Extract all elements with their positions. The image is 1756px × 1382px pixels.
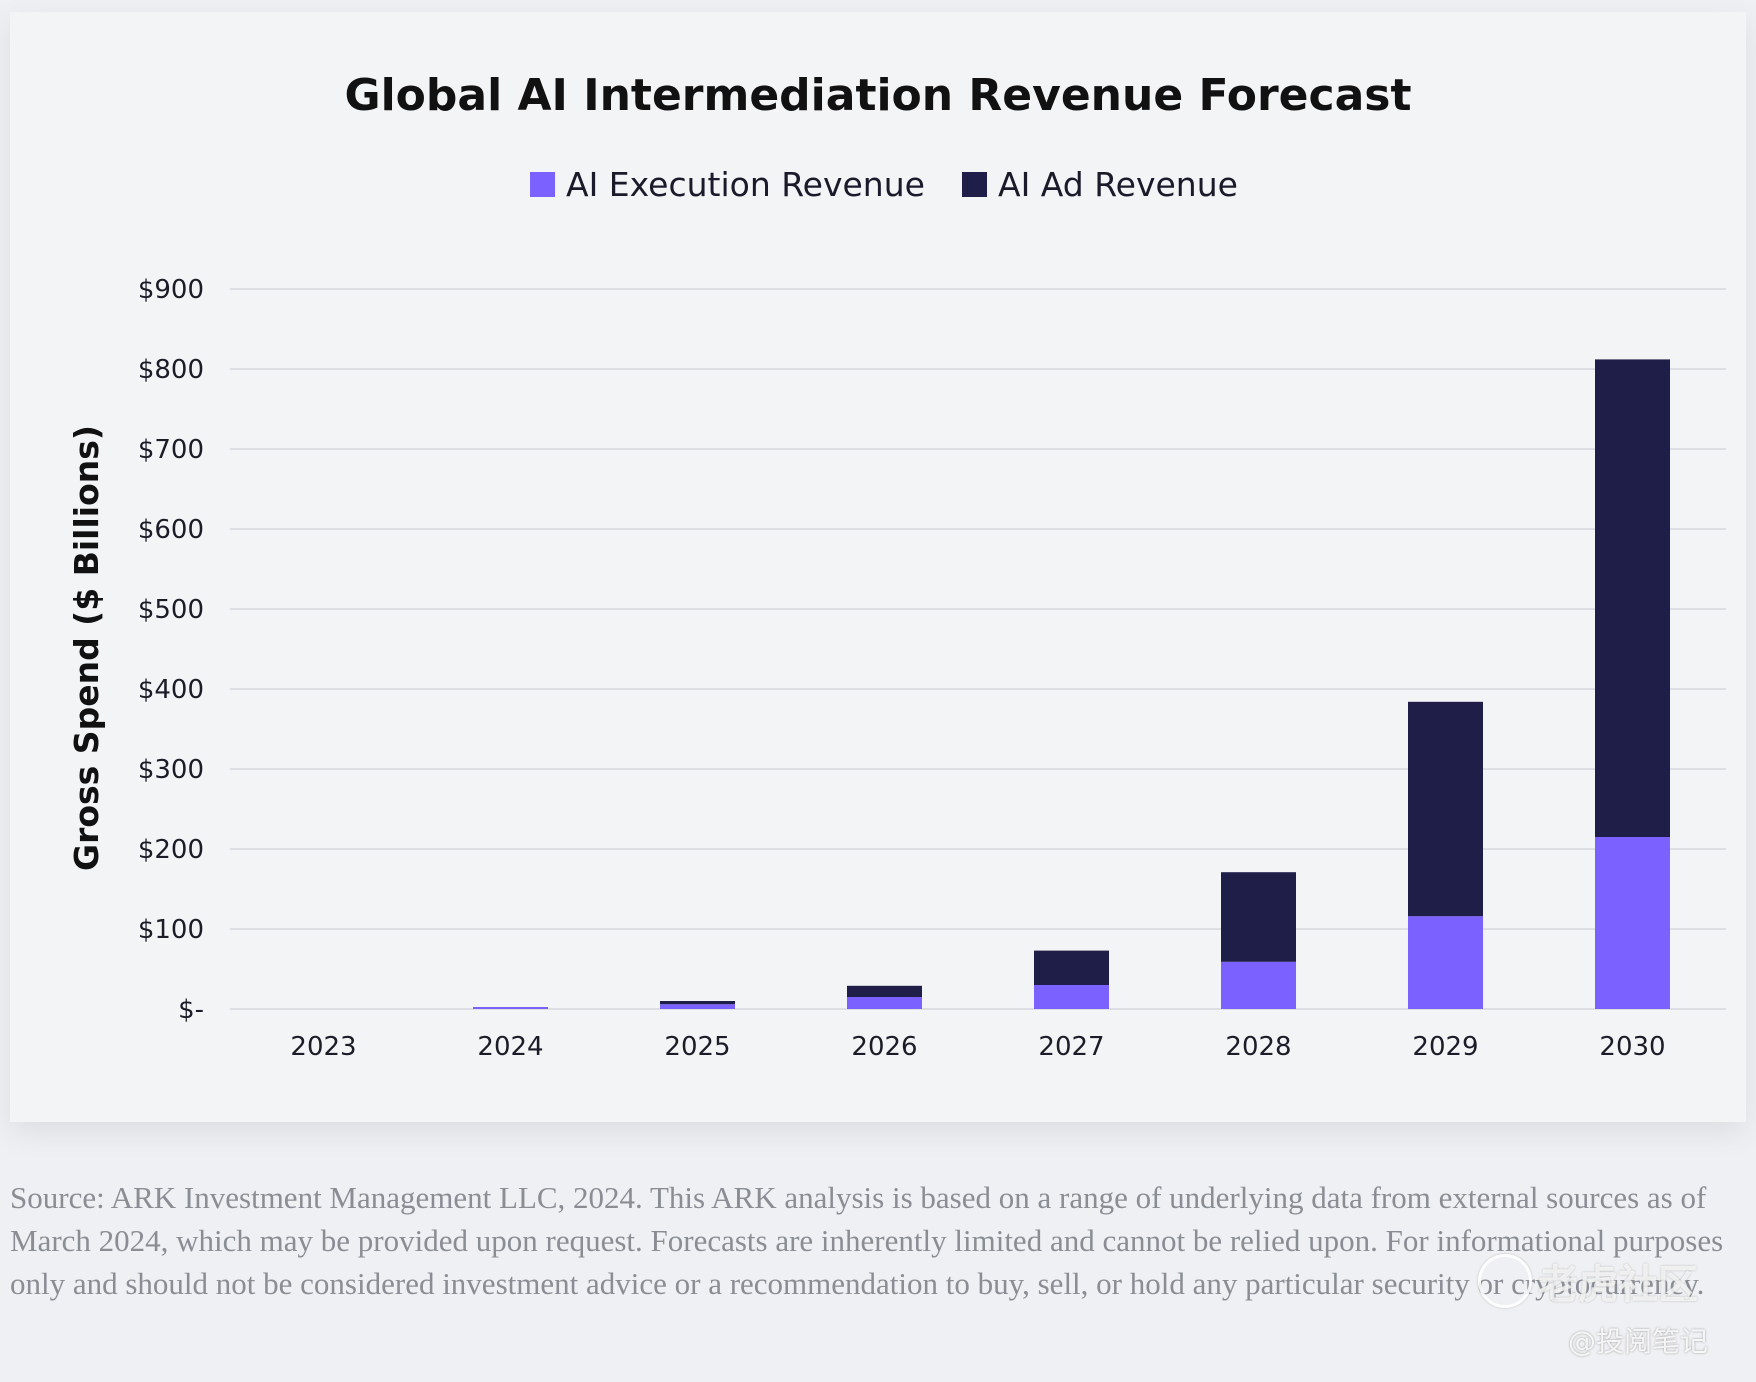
x-tick-label: 2027 [1038, 1032, 1104, 1062]
legend-item-2: AI Ad Revenue [962, 165, 1238, 204]
y-tick-label: $500 [138, 595, 204, 625]
y-tick-label: $800 [138, 355, 204, 385]
bar-2024-series-1 [473, 1007, 548, 1009]
bar-2029-series-1 [1408, 916, 1483, 1009]
legend-swatch-1 [530, 172, 555, 197]
y-tick-label: $400 [138, 675, 204, 705]
legend: AI Execution Revenue AI Ad Revenue [530, 165, 1238, 204]
y-axis-ticks: $- $100 $200 $300 $400 $500 $600 $700 $800 $900 [138, 275, 204, 1025]
legend-swatch-2 [962, 172, 987, 197]
bar-chart: Global AI Intermediation Revenue Forecas… [67, 70, 1726, 1062]
bar-2030-series-2 [1595, 359, 1670, 837]
bar-2028-series-1 [1221, 961, 1296, 1009]
bar-2028-series-2 [1221, 872, 1296, 962]
x-tick-label: 2025 [664, 1032, 730, 1062]
bar-2026-series-2 [847, 985, 922, 997]
watermark-primary: 老虎社区 [1538, 1262, 1698, 1308]
legend-item-1: AI Execution Revenue [530, 165, 925, 204]
watermark-logo-icon [1478, 1254, 1532, 1308]
chart-title: Global AI Intermediation Revenue Forecas… [344, 70, 1411, 121]
bar-2029-series-2 [1408, 701, 1483, 917]
x-tick-label: 2028 [1225, 1032, 1291, 1062]
bar-2027-series-2 [1034, 950, 1109, 985]
legend-label-2: AI Ad Revenue [998, 165, 1238, 204]
bar-2025-series-1 [660, 1004, 735, 1009]
source-note: Source: ARK Investment Management LLC, 2… [10, 1180, 1724, 1301]
x-tick-label: 2023 [290, 1032, 356, 1062]
x-tick-label: 2029 [1412, 1032, 1478, 1062]
y-tick-label: $100 [138, 915, 204, 945]
x-tick-label: 2030 [1599, 1032, 1665, 1062]
legend-label-1: AI Execution Revenue [566, 165, 925, 204]
y-tick-label: $300 [138, 755, 204, 785]
x-tick-label: 2024 [477, 1032, 543, 1062]
x-axis-ticks: 2023 2024 2025 2026 2027 2028 2029 2030 [290, 1032, 1665, 1062]
y-axis-label: Gross Spend ($ Billions) [67, 425, 106, 871]
bar-2026-series-1 [847, 997, 922, 1009]
bar-2027-series-1 [1034, 985, 1109, 1009]
gridlines [230, 288, 1726, 1010]
y-tick-label: $600 [138, 515, 204, 545]
y-tick-label: $200 [138, 835, 204, 865]
y-tick-label: $900 [138, 275, 204, 305]
y-tick-label: $- [178, 995, 204, 1025]
bar-2025-series-2 [660, 1001, 735, 1005]
x-tick-label: 2026 [851, 1032, 917, 1062]
bar-2030-series-1 [1595, 837, 1670, 1009]
watermark-secondary: @投阅笔记 [1568, 1325, 1709, 1358]
y-tick-label: $700 [138, 435, 204, 465]
chart-card: Global AI Intermediation Revenue Forecas… [10, 12, 1746, 1122]
bars [473, 359, 1670, 1009]
